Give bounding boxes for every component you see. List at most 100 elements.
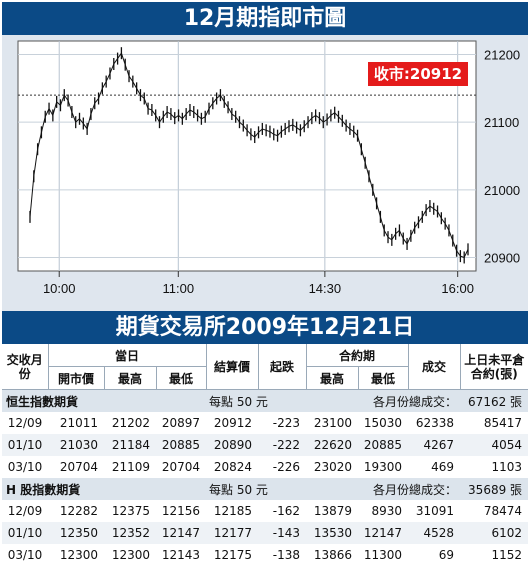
price-line-segment [120,53,126,65]
price-line-segment [40,116,46,133]
price-line-segment [254,132,259,138]
table-cell: -226 [258,456,307,478]
price-line-segment [277,131,282,137]
table-cell: 12147 [358,522,409,544]
price-line-segment [429,205,435,210]
table-cell: 78474 [460,500,529,522]
header-change: 起跌 [257,344,307,390]
table-cell: 21202 [104,412,156,434]
price-line-segment [448,230,454,241]
table-cell: 21011 [48,412,104,434]
price-line-segment [418,216,423,223]
price-line-segment [353,131,358,137]
header-period-low: 最低 [357,366,409,390]
price-line-segment [303,121,309,127]
table-cell: 21030 [48,434,104,456]
price-line-segment [60,94,65,106]
table-cell: 22620 [306,434,359,456]
price-line-segment [406,235,412,245]
table-cell: -162 [258,500,307,522]
price-line-segment [387,236,393,241]
price-line-segment [262,128,267,131]
table-cell: 01/10 [2,434,48,456]
table-cell: 20704 [48,456,104,478]
price-line-segment [185,109,191,115]
price-line-segment [166,111,172,115]
price-line-segment [398,230,404,239]
section-header: H 股指數期貨 每點 50 元各月份總成交： 35689 張 [2,478,529,500]
section-total-label: 各月份總成交： [358,389,461,412]
table-cell: 12375 [104,500,156,522]
price-line-segment [82,123,88,130]
price-line-segment [452,240,458,251]
price-line-segment [410,227,416,237]
price-line-segment [151,109,157,116]
price-line-segment [212,98,218,104]
section-unit: 每點 50 元 [206,389,359,412]
price-line-segment [376,203,381,218]
table-cell: 6102 [460,522,529,544]
price-line-segment [235,116,240,123]
price-line-segment [414,222,419,228]
table-cell: 12175 [206,544,259,566]
y-tick-label: 21000 [484,183,520,198]
price-line-segment [433,208,438,212]
table-cell: 12300 [104,544,156,566]
price-line-segment [258,128,263,133]
table-cell: 20885 [156,434,207,456]
x-tick-label: 10:00 [43,281,76,296]
price-line-segment [326,115,332,120]
price-line-segment [311,115,316,119]
price-line-segment [98,88,103,99]
table-cell: 12/09 [2,412,48,434]
table-cell: 85417 [460,412,529,434]
price-line-segment [33,149,39,177]
price-line-segment [296,127,301,131]
table-cell: 12185 [206,500,259,522]
y-tick-label: 21200 [484,48,520,63]
price-line-segment [269,131,275,135]
table-cell: 12300 [48,544,104,566]
table-cell: 20897 [156,412,207,434]
price-line-segment [292,124,297,128]
price-line-segment [124,64,130,77]
table-cell: 469 [408,456,461,478]
price-line-segment [162,111,168,118]
header-low: 最低 [155,366,207,390]
header-high: 最高 [103,366,156,390]
price-line-segment [315,115,320,119]
intraday-chart-panel: 10:00 11:00 14:30 16:00 21200 21100 21000 20900… [2,35,528,311]
table-cell: 13879 [306,500,359,522]
price-line-segment [349,128,355,133]
price-line-segment [67,100,73,113]
table-cell: -138 [258,544,307,566]
price-line-segment [368,176,374,190]
futures-table: 交收月份 當日 結算價 起跌 合約期 成交 上日未平倉合約(張) 開市價 最高 … [2,344,529,566]
price-line-segment [319,117,324,123]
table-cell: 23020 [306,456,359,478]
header-period-high: 最高 [305,366,359,390]
table-cell: 12156 [156,500,207,522]
table-cell: 12147 [156,522,207,544]
price-line-segment [204,108,210,117]
section-name: 恒生指數期貨 [2,389,207,412]
price-line-segment [239,121,244,126]
y-tick-label: 21100 [484,115,519,130]
table-cell: -143 [258,522,307,544]
price-line-segment [193,111,198,116]
price-line-segment [281,128,286,133]
price-line-segment [201,116,206,120]
price-line-segment [155,115,160,123]
table-cell: 21184 [104,434,156,456]
price-line-segment [178,115,183,120]
price-line-segment [109,63,115,74]
section-header: 恒生指數期貨 每點 50 元各月份總成交： 67162 張 [2,389,529,412]
table-cell: 21109 [104,456,156,478]
section-total-value: 67162 張 [460,389,529,412]
price-line-segment [117,52,122,59]
table-cell: -222 [258,434,307,456]
price-line-segment [208,102,214,109]
price-line-segment [463,249,469,258]
price-line-segment [421,209,427,218]
table-cell: 23100 [306,412,359,434]
